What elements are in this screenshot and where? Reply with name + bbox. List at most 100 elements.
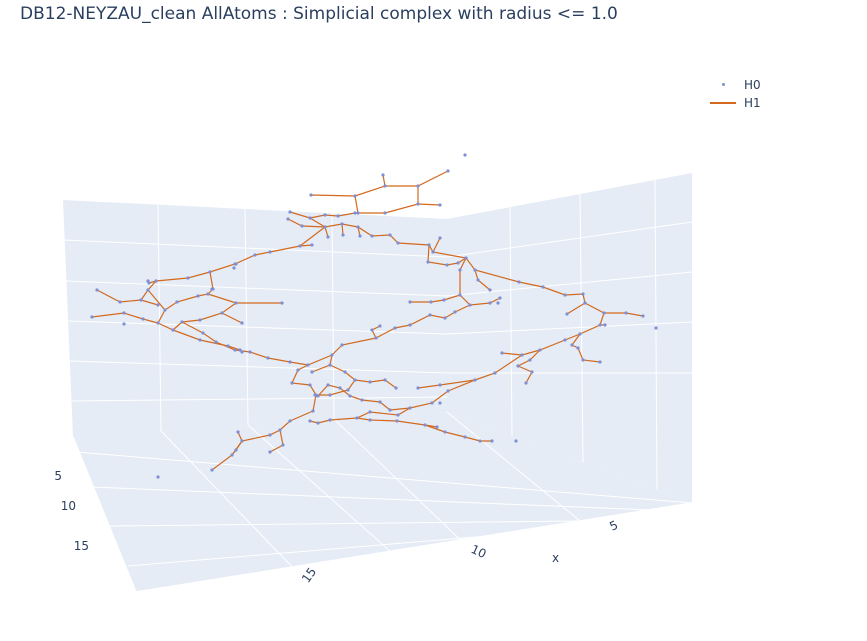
h0-point	[428, 313, 432, 317]
x-axis-title: x	[552, 551, 559, 565]
h1-edge-line	[459, 294, 501, 306]
x-tick-label: 10	[469, 542, 489, 561]
h1-edge-line	[221, 312, 243, 324]
h0-point	[198, 318, 202, 322]
h0-point	[565, 312, 569, 316]
h0-point	[175, 300, 179, 304]
h0-point	[266, 356, 270, 360]
h0-point	[355, 416, 359, 420]
h1-edge-line	[147, 289, 166, 311]
h1-edge-line	[299, 226, 326, 247]
h0-point	[360, 398, 364, 402]
h0-point	[198, 338, 202, 342]
h0-point	[570, 343, 574, 347]
h1-edge-line	[424, 424, 438, 428]
h1-edge-line	[91, 271, 214, 324]
h0-point	[576, 346, 580, 350]
h0-point	[453, 310, 457, 314]
h0-point	[520, 353, 524, 357]
h0-point	[156, 321, 160, 325]
h0-point	[281, 443, 285, 447]
chart-title: DB12-NEYZAU_clean AllAtoms : Simplicial …	[20, 4, 618, 24]
h0-point	[268, 433, 272, 437]
h0-point	[456, 261, 460, 265]
legend-item-h1[interactable]: H1	[700, 94, 761, 112]
h0-point	[396, 241, 400, 245]
h0-point	[395, 419, 399, 423]
h0-point	[326, 235, 330, 239]
h0-point	[478, 439, 482, 443]
h0-point	[288, 419, 292, 423]
h0-point	[517, 280, 521, 284]
h0-point	[598, 323, 602, 327]
legend[interactable]: H0 H1	[700, 76, 761, 112]
h0-point	[180, 320, 184, 324]
h0-point	[581, 358, 585, 362]
h0-point	[443, 430, 447, 434]
legend-item-h0[interactable]: H0	[700, 76, 761, 94]
h0-point	[296, 368, 300, 372]
h0-point	[346, 388, 350, 392]
h0-point	[171, 328, 175, 332]
h0-point	[248, 350, 252, 354]
h0-point	[578, 332, 582, 336]
legend-line-icon	[700, 94, 736, 112]
h0-point	[300, 224, 304, 228]
h0-point	[476, 278, 480, 282]
h0-point	[268, 450, 272, 454]
h0-point	[328, 393, 332, 397]
h0-point	[156, 475, 160, 479]
h0-point	[310, 370, 314, 374]
h0-point	[438, 203, 442, 207]
h0-point	[416, 202, 420, 206]
h0-point	[348, 394, 352, 398]
h0-point	[201, 331, 205, 335]
h0-point	[426, 260, 430, 264]
h0-point	[310, 243, 314, 247]
h0-point	[445, 263, 449, 267]
x-tick-label: 5	[607, 518, 620, 534]
h0-point	[288, 210, 292, 214]
h0-point	[326, 383, 330, 387]
h0-point	[210, 468, 214, 472]
h0-point	[230, 453, 234, 457]
h0-point	[383, 211, 387, 215]
h0-point	[563, 338, 567, 342]
h0-point	[220, 311, 224, 315]
h0-point	[490, 439, 494, 443]
h0-point	[378, 400, 382, 404]
h0-point	[378, 324, 382, 328]
y-tick-label: 15	[74, 539, 89, 553]
h0-point	[423, 423, 427, 427]
h0-point	[563, 293, 567, 297]
h0-point	[368, 418, 372, 422]
h0-point	[353, 378, 357, 382]
h0-point	[253, 253, 257, 257]
y-tick-label: 10	[61, 499, 76, 513]
h0-points	[90, 153, 658, 479]
h0-point	[214, 340, 218, 344]
h0-point	[416, 386, 420, 390]
h0-point	[268, 250, 272, 254]
h1-edge-line	[310, 170, 449, 197]
h1-edge-line	[329, 364, 397, 389]
legend-label: H1	[744, 96, 761, 110]
h0-point	[496, 301, 500, 305]
h0-point	[141, 317, 145, 321]
h1-edge-line	[410, 257, 467, 303]
legend-marker-icon	[700, 76, 736, 94]
h0-point	[429, 300, 433, 304]
h0-point	[147, 281, 151, 285]
h0-point	[298, 244, 302, 248]
h0-point	[374, 336, 378, 340]
h0-point	[396, 413, 400, 417]
h0-point	[323, 213, 327, 217]
h0-point	[240, 439, 244, 443]
h0-point	[290, 381, 294, 385]
h0-point	[236, 430, 240, 434]
legend-label: H0	[744, 78, 761, 92]
h1-edge-line	[566, 302, 586, 315]
h0-point	[473, 268, 477, 272]
h1-edge-line	[157, 302, 237, 331]
